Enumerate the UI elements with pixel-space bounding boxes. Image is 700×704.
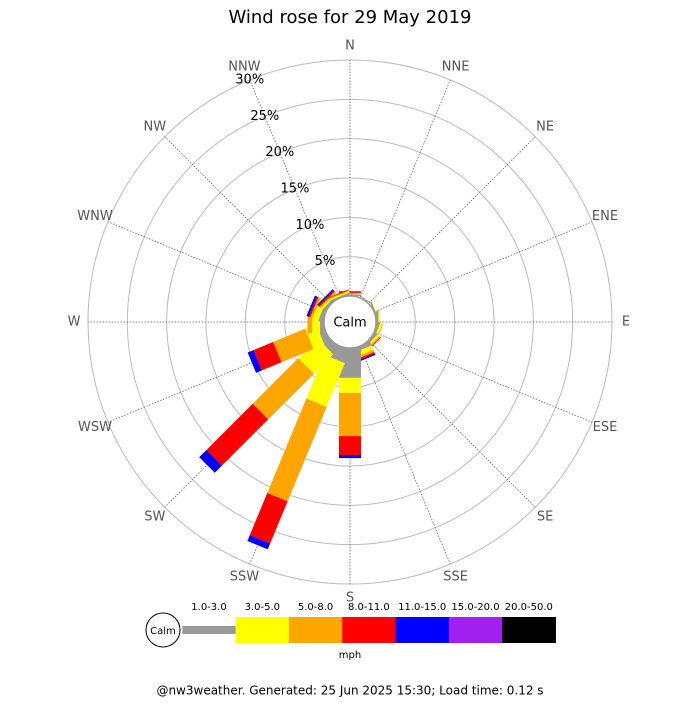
legend-swatch [182, 626, 237, 634]
direction-label: SW [144, 510, 165, 525]
wind-bar-segment [339, 436, 361, 455]
spoke [349, 321, 593, 423]
wind-bar-segment [339, 392, 361, 437]
wind-bar-segment [319, 291, 337, 309]
direction-label: WNW [77, 209, 113, 224]
direction-label: SE [537, 510, 553, 525]
legend-swatch [342, 617, 397, 643]
legend-swatch [502, 617, 556, 643]
chart-title: Wind rose for 29 May 2019 [229, 7, 472, 28]
spoke [349, 136, 536, 323]
direction-label: SSE [443, 569, 468, 584]
legend-swatch [288, 617, 343, 643]
wind-bar-segment [252, 358, 314, 420]
wind-bar-segment [247, 350, 262, 373]
wind-bar-segment [328, 290, 350, 301]
r-tick-label: 5% [315, 254, 336, 269]
spoke [349, 79, 451, 323]
wind-bar-segment [306, 295, 318, 317]
direction-label: NNE [442, 60, 470, 75]
wind-bar-segment [247, 535, 271, 550]
legend-label: 8.0-11.0 [348, 602, 390, 613]
r-tick-label: 30% [235, 72, 264, 87]
spoke [349, 221, 593, 323]
direction-label: W [68, 315, 81, 330]
r-tick-label: 15% [280, 181, 309, 196]
direction-label: ENE [592, 209, 618, 224]
legend-calm-label: Calm [150, 626, 176, 637]
legend-calm-circle [145, 612, 181, 648]
footer: @nw3weather. Generated: 25 Jun 2025 15:3… [156, 684, 543, 698]
legend-label: 5.0-8.0 [298, 602, 333, 613]
legend-label: 11.0-15.0 [398, 602, 446, 613]
direction-label: NNW [228, 60, 260, 75]
direction-label: WSW [78, 420, 112, 435]
direction-label: S [346, 591, 354, 606]
wind-bar-segment [273, 328, 314, 363]
wind-bar-segment [339, 377, 361, 393]
r-tick-label: 20% [265, 145, 294, 160]
wind-bar-segment [306, 354, 345, 407]
direction-label: ESE [593, 420, 618, 435]
wind-bar-segment [199, 449, 223, 473]
wind-bar-segment [249, 492, 288, 544]
wind-bar-segment [298, 338, 334, 374]
wind-bar-segment [328, 290, 350, 300]
legend-swatch [395, 617, 450, 643]
wind-bar-segment [339, 454, 361, 459]
direction-label: N [345, 39, 355, 54]
calm-label: Calm [333, 316, 366, 331]
wind-bar-segment [329, 292, 351, 303]
legend-swatch [448, 617, 503, 643]
direction-label: E [622, 315, 630, 330]
legend-label: 1.0-3.0 [191, 602, 226, 613]
legend-label: 20.0-50.0 [505, 602, 553, 613]
r-tick-label: 25% [250, 109, 279, 124]
spoke [349, 321, 536, 508]
legend-label: 15.0-20.0 [451, 602, 499, 613]
wind-bar-segment [310, 297, 321, 319]
wind-bar-segment [206, 403, 269, 466]
legend-unit: mph [339, 650, 361, 661]
wind-bar-segment [308, 296, 319, 318]
r-tick-label: 10% [295, 218, 324, 233]
wind-bar-segment [317, 289, 334, 306]
wind-bar-segment [267, 398, 327, 502]
direction-label: NE [536, 119, 554, 134]
wind-bar-segment [253, 341, 282, 371]
wind-bar-segment [318, 290, 335, 307]
legend-swatch [235, 617, 290, 643]
calm-circle [323, 295, 377, 349]
legend-label: 3.0-5.0 [245, 602, 280, 613]
direction-label: NW [144, 119, 167, 134]
direction-label: SSW [230, 569, 260, 584]
wind-bar-segment [328, 289, 349, 299]
